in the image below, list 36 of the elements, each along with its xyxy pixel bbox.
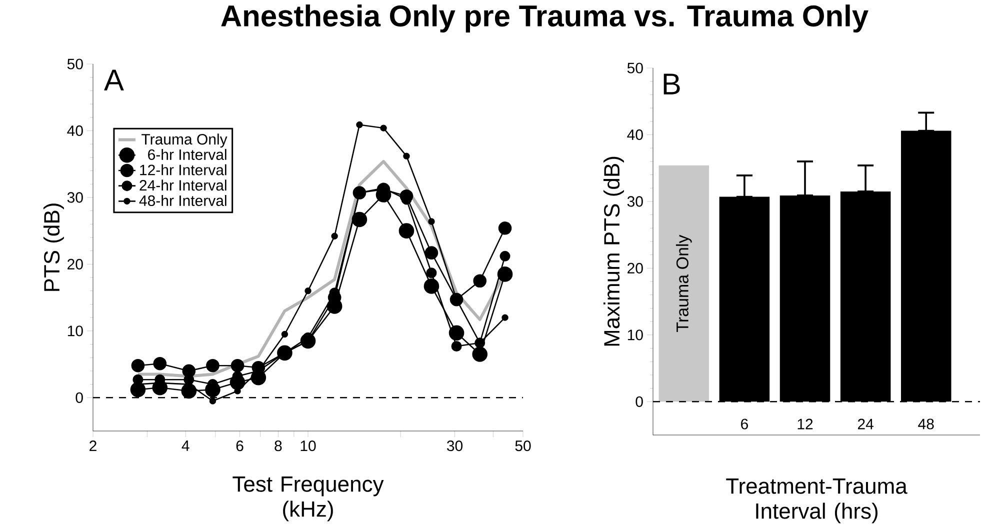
annotation: Trauma Only bbox=[676, 234, 692, 332]
y-tick-label: 20 bbox=[68, 258, 83, 270]
x-tick-label: 12 bbox=[798, 418, 813, 430]
y-tick-label: 0 bbox=[636, 396, 643, 407]
y-tick-label: 10 bbox=[68, 326, 83, 336]
y-tick-label: 10 bbox=[628, 330, 643, 340]
y-axis-title: PTS (dB) bbox=[43, 204, 64, 291]
x-axis-title: Test Frequency (kHz) bbox=[232, 476, 384, 522]
y-tick-label: 40 bbox=[627, 129, 643, 140]
x-tick-label: 24 bbox=[858, 418, 874, 430]
x-tick-label: 6 bbox=[741, 418, 748, 430]
x-tick-label: 6 bbox=[236, 440, 244, 452]
x-tick-label: 50 bbox=[515, 440, 531, 452]
y-tick-label: 30 bbox=[67, 192, 83, 203]
x-tick-label: 2 bbox=[90, 440, 96, 451]
x-tick-label: 10 bbox=[300, 440, 316, 452]
legend-label: 48-hr Interval bbox=[139, 194, 226, 206]
y-tick-label: 50 bbox=[67, 58, 83, 70]
x-tick-label: 30 bbox=[447, 440, 463, 452]
x-tick-label: 8 bbox=[274, 440, 282, 452]
legend-label: 24-hr Interval bbox=[140, 180, 226, 191]
legend-label: Trauma Only bbox=[142, 134, 228, 148]
legend-label: 12-hr Interval bbox=[140, 164, 226, 176]
x-tick-label: 48 bbox=[918, 418, 934, 430]
y-axis-title: Maximum PTS (dB) bbox=[603, 156, 624, 346]
x-axis-title: Treatment-Trauma Interval (hrs) bbox=[726, 478, 908, 524]
chart-title: Anesthesia Only pre Trauma vs. Trauma Only bbox=[221, 4, 868, 32]
y-tick-label: 30 bbox=[627, 196, 643, 207]
y-tick-label: 50 bbox=[627, 62, 643, 74]
y-tick-label: 0 bbox=[76, 392, 83, 403]
y-tick-label: 20 bbox=[628, 262, 643, 274]
x-tick-label: 4 bbox=[182, 440, 190, 451]
legend-label: 6-hr Interval bbox=[148, 148, 226, 160]
annotation: A bbox=[104, 70, 124, 90]
y-tick-label: 40 bbox=[67, 125, 83, 136]
annotation: B bbox=[664, 74, 680, 94]
